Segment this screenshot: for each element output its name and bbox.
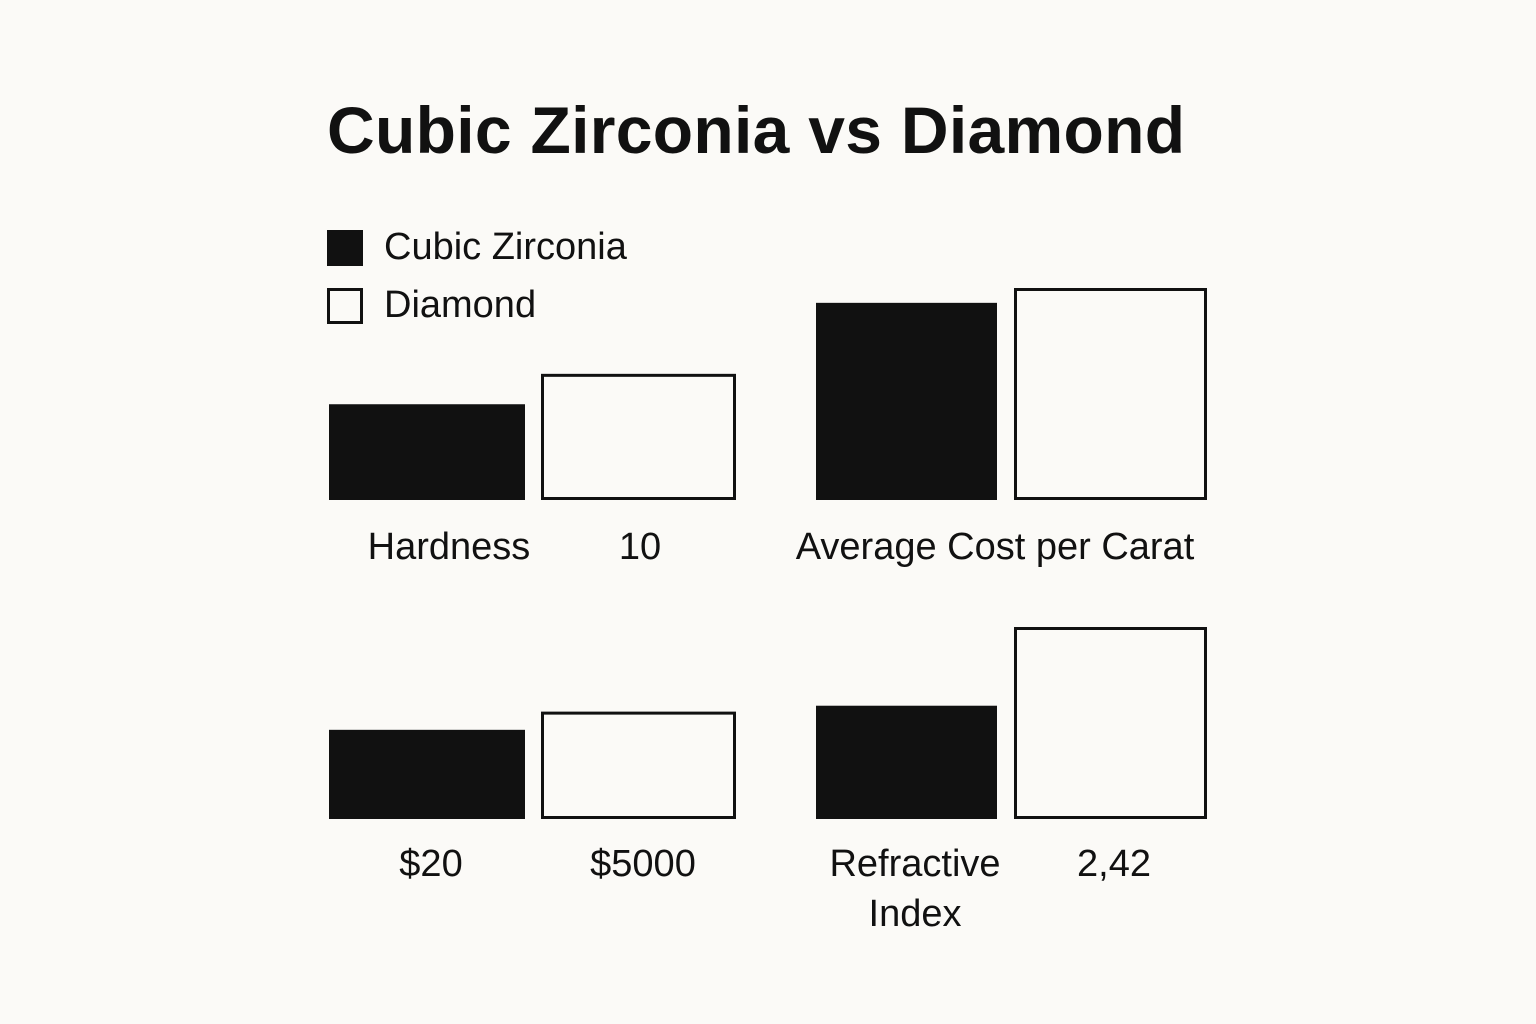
chart-title: Cubic Zirconia vs Diamond (327, 93, 1186, 167)
bar-refractive-diamond (1014, 627, 1207, 819)
legend-item-diamond: Diamond (327, 284, 536, 327)
legend-swatch-diamond (327, 287, 363, 324)
legend-label-cubic-zirconia: Cubic Zirconia (384, 226, 627, 268)
bar-hardness-cubic-zirconia (329, 404, 525, 500)
bar-refractive-cubic-zirconia (816, 705, 997, 819)
category-label-refractive-index: Refractive Index (829, 843, 1001, 935)
bar-unlabeled-diamond (541, 711, 736, 819)
bar-unlabeled-cubic-zirconia (329, 729, 525, 819)
value-label-hardness-diamond: 10 (618, 526, 662, 568)
legend-item-cubic-zirconia: Cubic Zirconia (327, 226, 627, 269)
legend-label-diamond: Diamond (384, 284, 537, 326)
legend-swatch-cubic-zirconia (327, 229, 363, 266)
bar-hardness-diamond (541, 373, 736, 500)
category-label-average-cost-per-carat: Average Cost per Carat (795, 526, 1195, 568)
bar-cost-cubic-zirconia (816, 302, 997, 500)
bar-cost-diamond (1014, 288, 1207, 500)
value-label-cost-diamond: $5000 (590, 843, 696, 885)
value-label-refractive-index-diamond: 2,42 (1077, 843, 1151, 885)
category-label-hardness: Hardness (367, 526, 531, 568)
value-label-cost-cubic-zirconia: $20 (399, 843, 463, 885)
